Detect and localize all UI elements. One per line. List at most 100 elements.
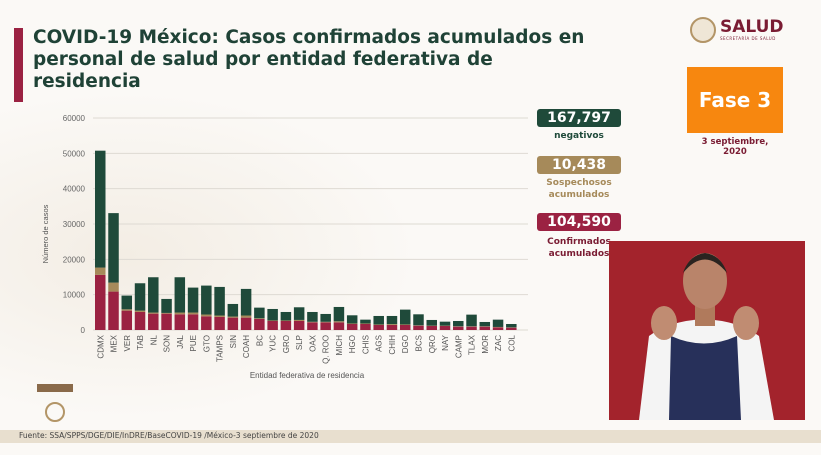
bar-sospechosos [373, 324, 384, 325]
bar-sospechosos [148, 312, 159, 314]
bar-negativos [161, 298, 172, 313]
bar-sospechosos [333, 321, 345, 323]
x-tick-label: SIN [229, 335, 238, 349]
x-tick-label: AGS [375, 335, 384, 352]
bar-confirmados [293, 320, 305, 330]
government-emblem-icon [37, 384, 73, 422]
bar-negativos [320, 313, 331, 322]
bar-negativos [426, 319, 437, 326]
bar-confirmados [333, 322, 345, 330]
bar-confirmados [399, 324, 411, 330]
x-tick-label: TLAX [468, 334, 477, 355]
cases-bar-chart: 0 10000 20000 30000 40000 50000 60000 CDMX MEX VE… [41, 114, 528, 380]
bar-sospechosos [346, 323, 358, 324]
bar-confirmados [227, 317, 239, 330]
page-title: COVID-19 México: Casos confirmados acumu… [33, 27, 593, 93]
bar-confirmados [148, 313, 159, 330]
bar-negativos [453, 320, 464, 327]
bar-confirmados [346, 323, 358, 330]
bar-negativos [121, 295, 133, 310]
bar-confirmados [280, 320, 292, 330]
sospechosos-value: 10,438 [537, 156, 621, 174]
bar-negativos [413, 314, 424, 326]
title-accent-bar [14, 28, 23, 102]
bar-negativos [240, 288, 252, 316]
x-tick-label: NL [149, 334, 158, 345]
bar-confirmados [466, 326, 477, 330]
bar-confirmados [108, 291, 119, 330]
confirmados-label-1: Confirmados [547, 237, 611, 247]
x-tick-label: COAH [242, 335, 251, 358]
bar-confirmados [187, 314, 199, 330]
interpreter-figure [609, 241, 805, 420]
bar-confirmados [214, 316, 225, 330]
bar-confirmados [453, 326, 464, 330]
bar-negativos [201, 285, 212, 315]
bar-negativos [148, 277, 159, 313]
date-line-1: 3 septiembre, [701, 137, 769, 147]
bar-negativos [95, 150, 106, 268]
bar-negativos [386, 315, 398, 325]
bar-confirmados [360, 323, 371, 330]
title-line-2: personal de salud por entidad federativa… [33, 49, 493, 92]
negativos-label: negativos [554, 131, 604, 141]
y-tick-label: 0 [81, 326, 86, 335]
bar-sospechosos [307, 321, 318, 323]
sospechosos-label-2: acumulados [548, 190, 610, 200]
x-tick-label: CDMX [96, 334, 105, 358]
x-tick-label: MEX [110, 334, 119, 352]
bar-negativos [214, 286, 225, 316]
bar-confirmados [134, 311, 146, 330]
y-tick-label: 20000 [63, 255, 86, 264]
bar-sospechosos [227, 316, 239, 318]
sospechosos-label-1: Sospechosos [546, 178, 612, 188]
bar-sospechosos [161, 312, 172, 314]
bar-negativos [360, 319, 371, 324]
x-tick-label: BCS [414, 335, 423, 351]
bar-confirmados [254, 318, 265, 330]
background-pattern [0, 90, 420, 420]
report-date: 3 septiembre, 2020 [680, 137, 790, 157]
bar-sospechosos [293, 319, 305, 321]
x-tick-label: GTO [202, 335, 211, 352]
bar-sospechosos [320, 321, 331, 323]
x-axis-label: Entidad federativa de residencia [250, 371, 365, 380]
bar-negativos [254, 307, 265, 319]
bar-negativos [267, 308, 278, 321]
bar-negativos [479, 321, 491, 327]
confirmados-label-2: acumulados [548, 249, 610, 259]
bar-confirmados [479, 326, 491, 330]
x-tick-label: Q. ROO [322, 335, 331, 364]
salud-logo: SALUD SECRETARÍA DE SALUD [690, 17, 784, 43]
date-line-2: 2020 [723, 147, 747, 157]
logo-name: SALUD [720, 17, 784, 37]
bar-negativos [466, 314, 477, 327]
y-tick-label: 30000 [63, 220, 86, 229]
bar-negativos [108, 213, 119, 283]
bar-negativos [333, 306, 345, 322]
bar-negativos [174, 277, 186, 313]
x-tick-label: BC [255, 335, 264, 346]
x-tick-label: MICH [335, 335, 344, 356]
x-tick-label: JAL [176, 334, 185, 348]
bar-sospechosos [121, 309, 133, 311]
x-tick-label: PUE [189, 335, 198, 351]
y-tick-label: 10000 [63, 291, 86, 300]
bar-confirmados [121, 310, 133, 330]
x-tick-label: DGO [401, 335, 410, 353]
x-tick-label: YUC [269, 335, 278, 352]
y-tick-label: 40000 [63, 185, 86, 194]
x-tick-label: GRO [282, 335, 291, 353]
bar-confirmados [161, 313, 172, 330]
y-tick-label: 50000 [63, 149, 86, 158]
bar-negativos [307, 311, 318, 322]
bar-negativos [134, 283, 146, 311]
bar-confirmados [320, 322, 331, 330]
confirmados-value: 104,590 [537, 213, 621, 231]
logo-subtitle: SECRETARÍA DE SALUD [720, 36, 776, 41]
bar-confirmados [240, 317, 252, 330]
bar-confirmados [439, 326, 451, 330]
x-tick-label: OAX [308, 334, 317, 352]
bar-sospechosos [95, 267, 106, 275]
footer-bar: Fuente: SSA/SPPS/DGE/DIE/InDRE/BaseCOVID… [0, 430, 821, 443]
